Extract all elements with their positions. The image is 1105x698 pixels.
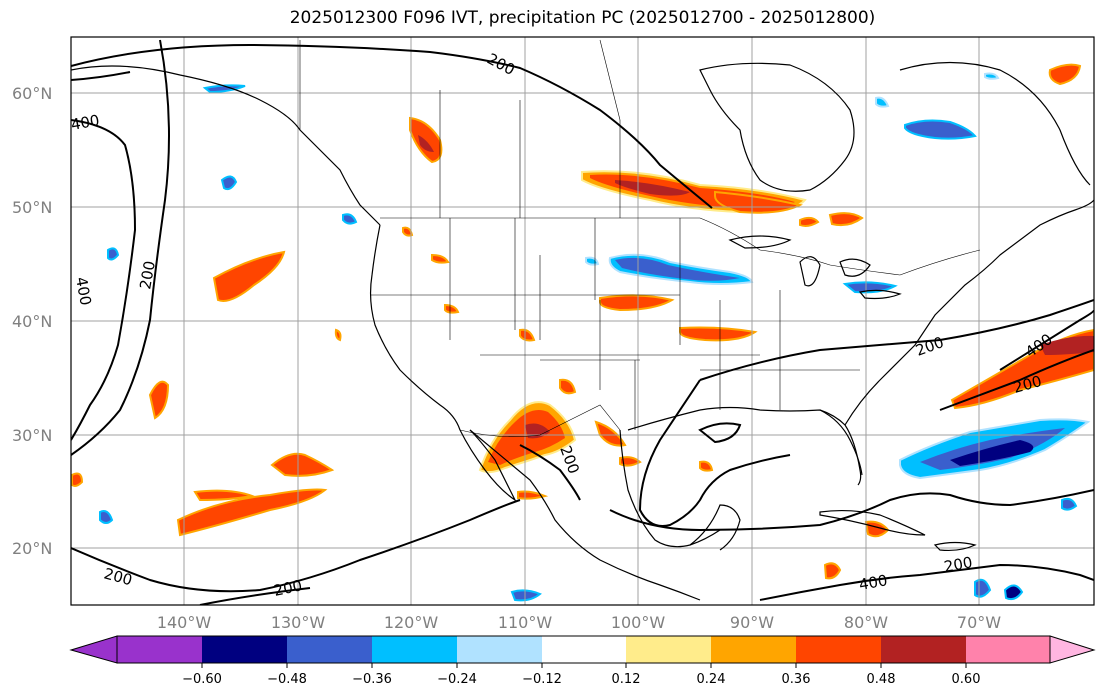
longitude-labels: 140°W 130°W 120°W 110°W 100°W 90°W 80°W … xyxy=(157,613,1001,632)
lon-label-90w: 90°W xyxy=(730,613,774,632)
colorbar-segment xyxy=(711,636,796,663)
colorbar-segment xyxy=(457,636,542,663)
lon-label-120w: 120°W xyxy=(384,613,439,632)
lat-label-30n: 30°N xyxy=(12,426,52,445)
lat-label-20n: 20°N xyxy=(12,539,52,558)
contour-label: 400 xyxy=(858,571,889,594)
lon-label-70w: 70°W xyxy=(957,613,1001,632)
colorbar-segment xyxy=(372,636,457,663)
colorbar-tick-label: −0.48 xyxy=(267,672,307,687)
colorbar-tick-label: 0.24 xyxy=(697,672,726,687)
colorbar-segment xyxy=(287,636,372,663)
colorbar-segment xyxy=(796,636,881,663)
colorbar-tick-label: 0.48 xyxy=(867,672,896,687)
colorbar-segment xyxy=(626,636,711,663)
contour-label: 200 xyxy=(272,576,304,600)
colorbar-extend-low xyxy=(69,635,118,664)
colorbar-tick-label: 0.36 xyxy=(782,672,811,687)
contour-label: 400 xyxy=(70,111,101,134)
lon-label-100w: 100°W xyxy=(611,613,666,632)
ivt-contours xyxy=(71,39,1094,605)
figure-title: 2025012300 F096 IVT, precipitation PC (2… xyxy=(289,8,876,28)
contour-label: 200 xyxy=(136,259,159,290)
colorbar-tick-label: −0.12 xyxy=(522,672,562,687)
colorbar-segment xyxy=(966,636,1050,663)
colorbar-segment xyxy=(117,636,202,663)
lat-label-60n: 60°N xyxy=(12,84,52,103)
colorbar-segment xyxy=(881,636,966,663)
contour-label: 200 xyxy=(943,553,974,576)
negative-anomaly-regions xyxy=(99,72,1091,602)
map-frame xyxy=(70,36,1095,606)
colorbar-segment xyxy=(202,636,287,663)
contour-label: 400 xyxy=(72,276,95,307)
colorbar-segment xyxy=(542,636,626,663)
lon-label-110w: 110°W xyxy=(498,613,553,632)
colorbar-tick-label: 0.60 xyxy=(952,672,981,687)
lat-label-40n: 40°N xyxy=(12,312,52,331)
lon-label-140w: 140°W xyxy=(157,613,212,632)
latitude-labels: 60°N 50°N 40°N 30°N 20°N xyxy=(12,84,52,558)
political-borders xyxy=(299,39,981,437)
colorbar-outline xyxy=(116,635,1051,664)
colorbar: −0.60 −0.48 −0.36 −0.24 −0.12 0.12 0.24 … xyxy=(69,635,1096,687)
map-layer: 200 400 400 200 200 200 200 200 400 200 … xyxy=(70,37,1094,605)
colorbar-tick-label: −0.36 xyxy=(352,672,392,687)
colorbar-tick-label: −0.24 xyxy=(437,672,477,687)
colorbar-tick-label: 0.12 xyxy=(612,672,641,687)
lat-label-50n: 50°N xyxy=(12,198,52,217)
colorbar-tick-label: −0.60 xyxy=(182,672,222,687)
lon-label-80w: 80°W xyxy=(844,613,888,632)
colorbar-extend-high xyxy=(1049,635,1096,664)
lon-label-130w: 130°W xyxy=(271,613,326,632)
